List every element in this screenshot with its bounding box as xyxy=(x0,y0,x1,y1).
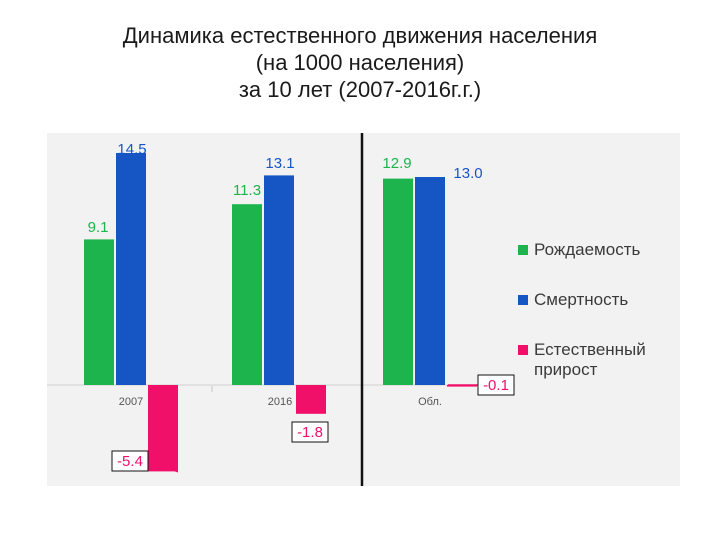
data-label-box xyxy=(111,450,149,472)
bar-deaths-2016 xyxy=(264,175,294,385)
legend-swatch-births xyxy=(518,245,528,255)
bar-births-2016 xyxy=(232,204,262,385)
legend-item-deaths: Смертность xyxy=(518,290,628,310)
bar-natural-growth-2007 xyxy=(148,385,178,472)
data-label-deaths: 13.0 xyxy=(453,165,482,182)
bar-deaths-2007 xyxy=(116,153,146,385)
legend-swatch-deaths xyxy=(518,295,528,305)
data-label-births: 11.3 xyxy=(233,182,261,199)
data-label-births: 9.1 xyxy=(88,219,109,236)
bar-births-обл xyxy=(383,178,413,385)
legend-item-births: Рождаемость xyxy=(518,240,640,260)
bar-deaths-обл xyxy=(415,177,445,385)
title-line-3: за 10 лет (2007-2016г.г.) xyxy=(238,77,482,102)
data-label-births: 12.9 xyxy=(382,155,411,172)
chart-title: Динамика естественного движения населени… xyxy=(0,22,720,103)
data-label-natural-growth: -5.4 xyxy=(117,453,143,470)
category-label: 2007 xyxy=(119,396,143,408)
category-label: Обл. xyxy=(418,396,442,408)
legend-label-deaths: Смертность xyxy=(534,290,629,309)
category-label: 2016 xyxy=(268,396,292,408)
leader-line xyxy=(147,460,179,473)
data-label-natural-growth: -1.8 xyxy=(297,424,323,441)
bar-natural-growth-обл xyxy=(447,385,477,387)
title-line-2: (на 1000 населения) xyxy=(255,50,465,75)
legend-label-births: Рождаемость xyxy=(534,240,641,259)
bar-births-2007 xyxy=(84,239,114,385)
data-label-deaths: 13.1 xyxy=(265,155,294,172)
legend-item-natural-growth: Естественный прирост xyxy=(518,340,668,380)
data-label-natural-growth: -0.1 xyxy=(483,377,509,394)
title-line-1: Динамика естественного движения населени… xyxy=(122,23,598,48)
data-label-box xyxy=(477,374,515,396)
bar-natural-growth-2016 xyxy=(296,385,326,414)
data-label-box xyxy=(291,421,329,443)
legend-swatch-natural-growth xyxy=(518,345,528,355)
legend-label-natural-growth: Естественный прирост xyxy=(534,340,646,379)
data-label-deaths: 14.5 xyxy=(117,141,146,158)
